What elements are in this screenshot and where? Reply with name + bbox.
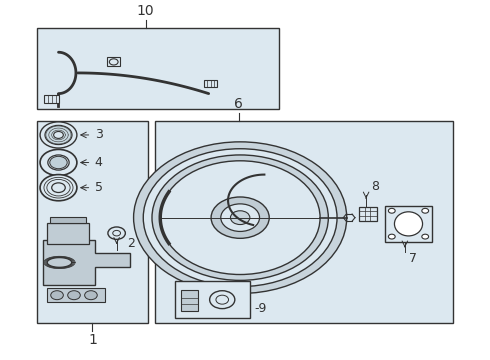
Text: 1: 1 [88, 333, 97, 347]
Circle shape [113, 230, 121, 236]
FancyBboxPatch shape [181, 290, 197, 311]
Circle shape [230, 211, 250, 225]
Circle shape [51, 291, 63, 300]
Circle shape [50, 156, 67, 169]
FancyBboxPatch shape [155, 121, 453, 323]
Circle shape [152, 155, 328, 280]
Text: -9: -9 [255, 302, 267, 315]
FancyBboxPatch shape [50, 217, 86, 223]
FancyBboxPatch shape [37, 121, 148, 323]
FancyBboxPatch shape [107, 57, 121, 66]
Circle shape [422, 208, 429, 213]
FancyBboxPatch shape [48, 288, 105, 302]
Circle shape [160, 161, 320, 275]
Circle shape [53, 131, 63, 138]
Circle shape [40, 122, 77, 148]
FancyBboxPatch shape [44, 95, 59, 103]
Circle shape [109, 59, 118, 65]
Circle shape [40, 149, 77, 176]
Circle shape [68, 291, 80, 300]
Circle shape [210, 291, 235, 309]
Text: 7: 7 [409, 252, 416, 265]
Circle shape [40, 175, 77, 201]
Circle shape [211, 197, 269, 238]
Text: 8: 8 [371, 180, 379, 193]
FancyBboxPatch shape [48, 223, 89, 243]
FancyBboxPatch shape [386, 206, 432, 242]
FancyBboxPatch shape [175, 282, 250, 318]
Circle shape [221, 204, 260, 231]
FancyBboxPatch shape [37, 28, 279, 109]
Circle shape [143, 149, 337, 287]
FancyBboxPatch shape [204, 80, 218, 87]
Text: 2: 2 [127, 237, 135, 250]
Circle shape [389, 234, 395, 239]
Text: 6: 6 [234, 97, 243, 111]
Circle shape [422, 234, 429, 239]
Text: 3: 3 [95, 129, 103, 141]
Circle shape [134, 142, 347, 293]
Circle shape [389, 208, 395, 213]
Circle shape [45, 125, 72, 145]
Text: 4: 4 [95, 156, 103, 169]
Circle shape [216, 295, 228, 304]
Text: 5: 5 [95, 181, 103, 194]
Circle shape [85, 291, 97, 300]
Circle shape [52, 183, 65, 193]
Ellipse shape [394, 212, 422, 236]
Text: 10: 10 [137, 4, 154, 18]
Circle shape [48, 155, 69, 170]
Polygon shape [43, 240, 130, 285]
Circle shape [108, 227, 125, 239]
FancyBboxPatch shape [359, 207, 377, 221]
